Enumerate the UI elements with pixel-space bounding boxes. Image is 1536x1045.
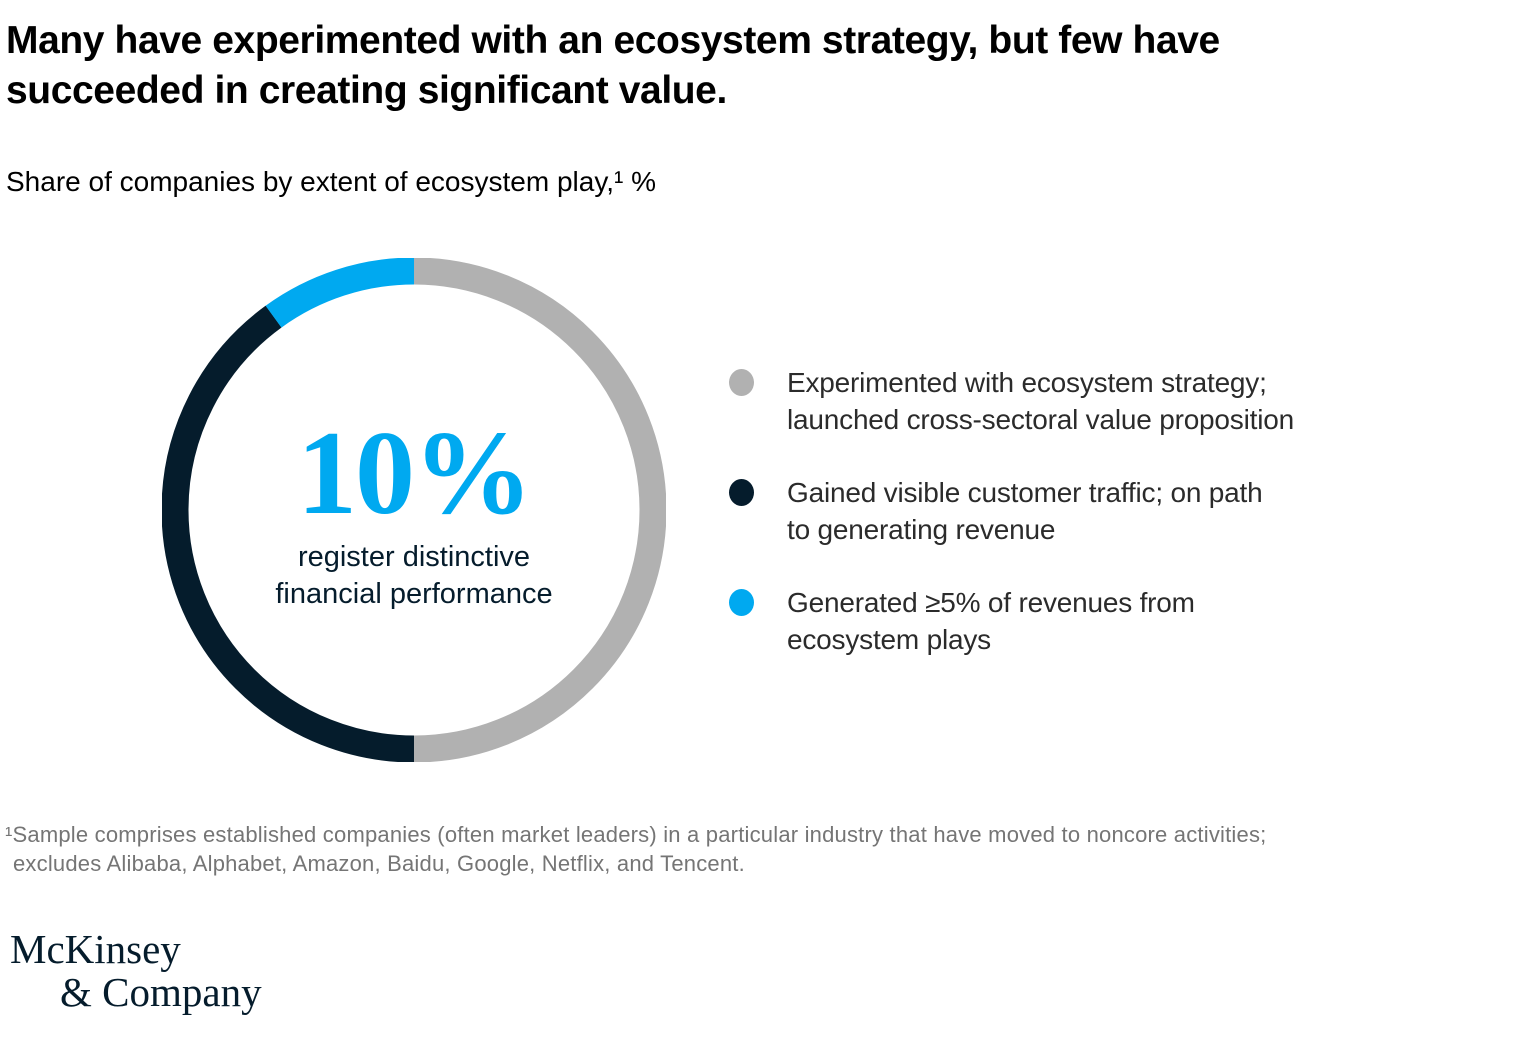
legend-label-line: ecosystem plays bbox=[787, 624, 991, 655]
legend-label-line: to generating revenue bbox=[787, 514, 1056, 545]
donut-segment-2 bbox=[162, 258, 666, 762]
legend-label-line: Experimented with ecosystem strategy; bbox=[787, 367, 1267, 398]
footnote-line-1: ¹Sample comprises established companies … bbox=[5, 822, 1267, 847]
mckinsey-logo: McKinsey & Company bbox=[10, 928, 262, 1014]
page-title-line-1: Many have experimented with an ecosystem… bbox=[6, 19, 1220, 62]
footnote-line-2: excludes Alibaba, Alphabet, Amazon, Baid… bbox=[13, 851, 745, 876]
logo-line-1: McKinsey bbox=[10, 926, 181, 972]
legend-label-generated-revenue: Generated ≥5% of revenues from ecosystem… bbox=[787, 584, 1195, 658]
donut-center-label: register distinctive financial performan… bbox=[275, 539, 552, 613]
legend-dot-navy-icon bbox=[729, 479, 754, 506]
legend-dot-gray-icon bbox=[729, 369, 754, 396]
logo-line-2: & Company bbox=[60, 969, 262, 1015]
legend-label-line: Gained visible customer traffic; on path bbox=[787, 477, 1263, 508]
page-title-line-2: succeeded in creating significant value. bbox=[6, 69, 727, 112]
donut-center-text: 10% register distinctive financial perfo… bbox=[162, 258, 666, 762]
legend-label-line: launched cross-sectoral value propositio… bbox=[787, 404, 1294, 435]
legend-label-line: Generated ≥5% of revenues from bbox=[787, 587, 1195, 618]
legend-dot-blue-icon bbox=[729, 589, 754, 616]
chart-subtitle: Share of companies by extent of ecosyste… bbox=[6, 166, 657, 197]
footnote: ¹Sample comprises established companies … bbox=[5, 820, 1266, 878]
legend-item-generated-revenue: Generated ≥5% of revenues from ecosystem… bbox=[729, 584, 1294, 658]
legend-item-experimented: Experimented with ecosystem strategy; la… bbox=[729, 364, 1294, 438]
page-title: Many have experimented with an ecosystem… bbox=[6, 16, 1220, 116]
donut-chart: 10% register distinctive financial perfo… bbox=[162, 258, 666, 762]
legend-label-experimented: Experimented with ecosystem strategy; la… bbox=[787, 364, 1294, 438]
donut-center-value: 10% bbox=[297, 406, 533, 539]
legend-item-customer-traffic: Gained visible customer traffic; on path… bbox=[729, 474, 1294, 548]
donut-segment-3 bbox=[162, 258, 666, 762]
legend: Experimented with ecosystem strategy; la… bbox=[729, 364, 1294, 694]
donut-center-label-line-2: financial performance bbox=[275, 578, 553, 610]
donut-svg bbox=[162, 258, 666, 762]
legend-label-customer-traffic: Gained visible customer traffic; on path… bbox=[787, 474, 1263, 548]
donut-center-label-line-1: register distinctive bbox=[297, 541, 531, 573]
